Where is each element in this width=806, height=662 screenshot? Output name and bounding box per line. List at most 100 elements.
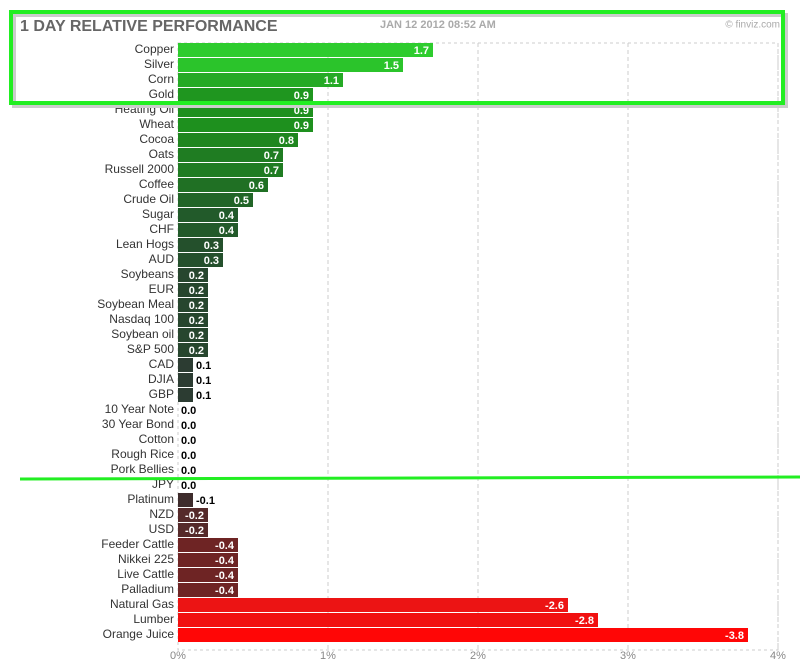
bar: [178, 73, 343, 87]
value-label: 1.1: [324, 75, 339, 87]
value-label: -0.4: [215, 540, 235, 552]
category-label: Wheat: [139, 117, 174, 131]
value-label: -2.6: [545, 600, 564, 612]
category-label: S&P 500: [127, 342, 174, 356]
category-label: Soybean Meal: [97, 297, 174, 311]
category-label: USD: [149, 522, 175, 536]
value-label: 0.2: [189, 345, 204, 357]
value-label: -3.8: [725, 630, 744, 642]
bar: [178, 523, 208, 537]
category-label: Nasdaq 100: [109, 312, 174, 326]
category-label: EUR: [149, 282, 175, 296]
bar: [178, 148, 283, 162]
bar: [178, 58, 403, 72]
value-label: 0.6: [249, 180, 264, 192]
category-label: Crude Oil: [123, 192, 174, 206]
bar: [178, 238, 223, 252]
value-label: -0.4: [215, 570, 235, 582]
bar: [178, 553, 238, 567]
bar: [178, 208, 238, 222]
category-label: Lean Hogs: [116, 237, 174, 251]
category-label: Cocoa: [139, 132, 174, 146]
category-label: 30 Year Bond: [102, 417, 174, 431]
value-label: 0.1: [196, 390, 211, 402]
category-label: Natural Gas: [110, 597, 174, 611]
value-label: 0.0: [181, 435, 196, 447]
value-label: 0.0: [181, 420, 196, 432]
category-label: AUD: [149, 252, 175, 266]
value-label: 1.5: [384, 60, 399, 72]
bar: [178, 88, 313, 102]
category-label: Platinum: [127, 492, 174, 506]
value-label: 0.7: [264, 150, 279, 162]
bar: [178, 568, 238, 582]
bar: [178, 283, 208, 297]
category-label: Cotton: [139, 432, 174, 446]
bar: [178, 613, 598, 627]
bar: [178, 313, 208, 327]
value-label: -0.2: [185, 510, 204, 522]
bar: [178, 583, 238, 597]
value-label: 0.7: [264, 165, 279, 177]
category-label: Soybean oil: [111, 327, 174, 341]
value-label: 0.2: [189, 315, 204, 327]
value-label: -2.8: [575, 615, 594, 627]
value-label: 0.4: [219, 210, 235, 222]
bar: [178, 163, 283, 177]
bar: [178, 493, 193, 507]
category-label: Copper: [135, 42, 174, 56]
bar: [178, 193, 253, 207]
bar: [178, 508, 208, 522]
category-label: CAD: [149, 357, 175, 371]
value-label: 0.1: [196, 375, 211, 387]
category-label: Silver: [144, 57, 174, 71]
value-label: 0.4: [219, 225, 235, 237]
bar: [178, 118, 313, 132]
category-label: Lumber: [133, 612, 174, 626]
bar: [178, 253, 223, 267]
bar: [178, 298, 208, 312]
category-label: GBP: [149, 387, 174, 401]
category-label: Feeder Cattle: [101, 537, 174, 551]
value-label: 0.1: [196, 360, 211, 372]
value-label: 0.0: [181, 465, 196, 477]
bar: [178, 373, 193, 387]
category-label: Rough Rice: [111, 447, 174, 461]
marks: 0% 1% 2% 3% 4% Copper 1.7 Silver 1.5 Corn 1.1 Gold 0…: [97, 42, 786, 662]
highlight-box: [9, 10, 785, 105]
category-label: Live Cattle: [117, 567, 174, 581]
value-label: 0.0: [181, 405, 196, 417]
value-label: 0.5: [234, 195, 249, 207]
value-label: -0.4: [215, 555, 235, 567]
value-label: 0.9: [294, 90, 309, 102]
bar: [178, 343, 208, 357]
category-label: Oats: [149, 147, 174, 161]
category-label: Nikkei 225: [118, 552, 174, 566]
category-label: CHF: [149, 222, 174, 236]
bar: [178, 268, 208, 282]
value-label: 0.2: [189, 270, 204, 282]
source: © finviz.com: [725, 20, 780, 31]
category-label: Pork Bellies: [111, 462, 174, 476]
value-label: 0.9: [294, 120, 309, 132]
category-label: DJIA: [148, 372, 174, 386]
bar: [178, 358, 193, 372]
category-label: NZD: [149, 507, 174, 521]
bar: [178, 388, 193, 402]
category-label: Corn: [148, 72, 174, 86]
bar: [178, 178, 268, 192]
category-label: Coffee: [139, 177, 174, 191]
value-label: -0.2: [185, 525, 204, 537]
category-label: Russell 2000: [105, 162, 175, 176]
x-tick-label: 3%: [620, 650, 636, 662]
value-label: -0.4: [215, 585, 235, 597]
bar: [178, 628, 748, 642]
bar: [178, 328, 208, 342]
highlight-line: [19, 475, 801, 481]
category-label: JPY: [152, 477, 174, 491]
value-label: 0.2: [189, 285, 204, 297]
chart-title: 1 DAY RELATIVE PERFORMANCE: [20, 18, 278, 35]
value-label: 0.2: [189, 300, 204, 312]
category-label: Palladium: [121, 582, 174, 596]
